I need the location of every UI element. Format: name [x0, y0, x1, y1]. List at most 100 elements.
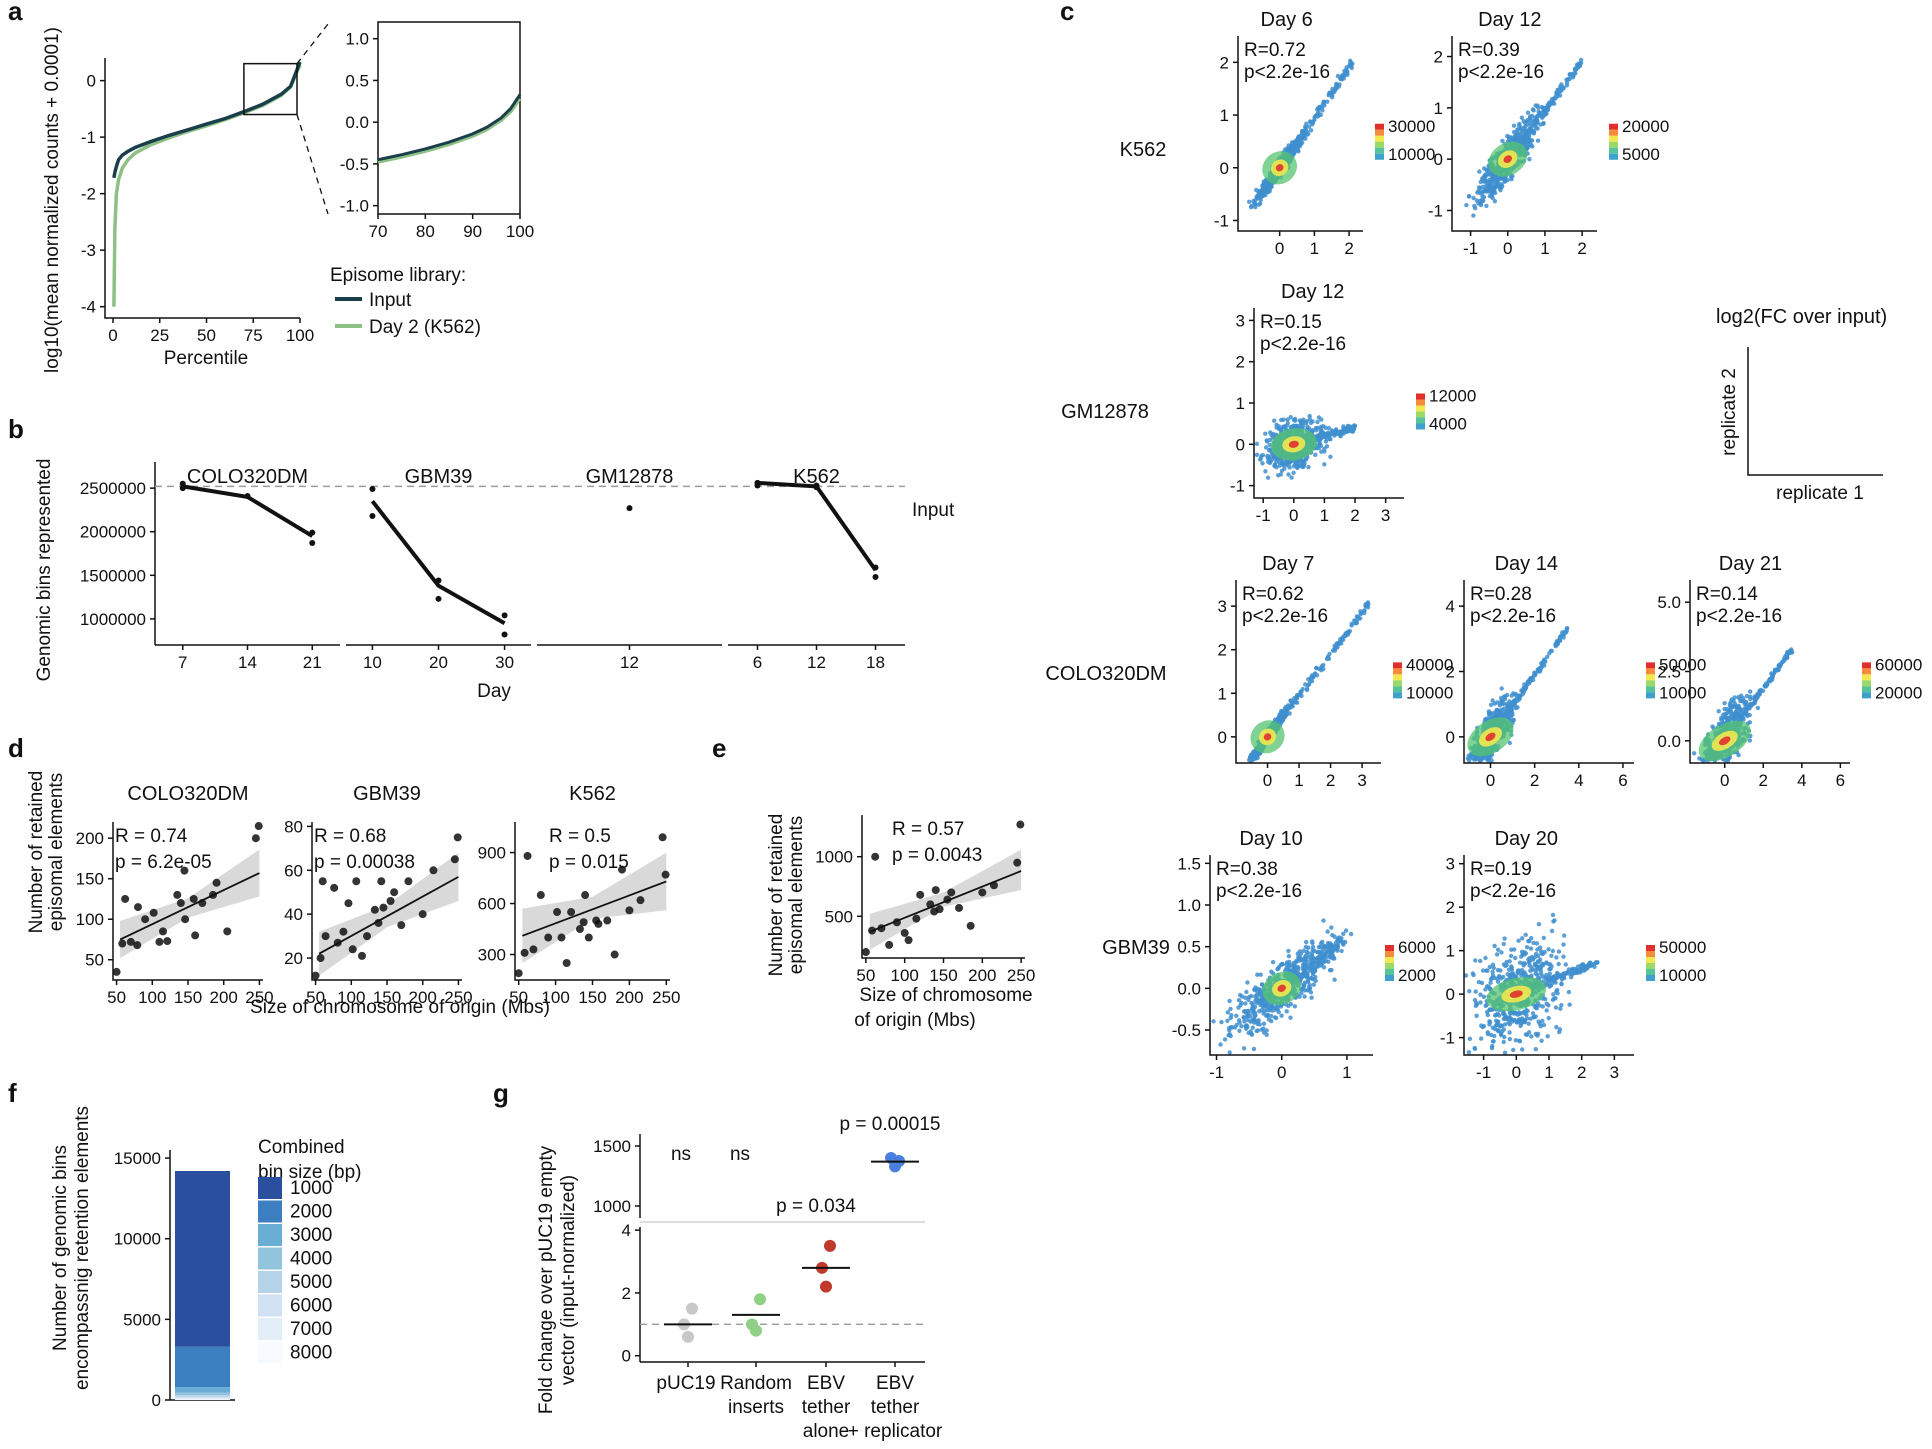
density-point	[1496, 713, 1502, 718]
density-point	[1333, 431, 1338, 436]
colorbar-segment	[1609, 129, 1618, 136]
density-point	[1325, 654, 1331, 660]
colorbar-segment	[1609, 147, 1618, 154]
density-point	[1517, 694, 1522, 700]
scatter-y-tick-label: -1	[1230, 477, 1245, 496]
colorbar-label-high: 6000	[1398, 938, 1436, 957]
scatter-axes	[1451, 36, 1597, 232]
density-point	[1529, 138, 1535, 143]
colorbar-segment	[1416, 411, 1425, 418]
density-point	[1785, 655, 1790, 660]
density-point	[1248, 1019, 1253, 1024]
colorbar-segment	[1646, 674, 1655, 681]
density-point	[1337, 639, 1343, 644]
series-line-input	[112, 61, 302, 179]
scatter-correlation: R=0.62	[1242, 584, 1304, 605]
density-point	[1255, 195, 1260, 200]
scatter-correlation: R=0.38	[1216, 859, 1278, 880]
scatter-title: Day 14	[1495, 553, 1558, 575]
scatter-pvalue: p<2.2e-16	[1216, 881, 1302, 902]
colorbar-label-low: 20000	[1875, 683, 1922, 702]
data-point	[369, 486, 376, 493]
density-point	[1511, 1047, 1516, 1053]
density-point	[1323, 425, 1328, 430]
facet-trend-line	[370, 499, 506, 625]
density-point	[1546, 947, 1551, 952]
density-point	[1499, 698, 1504, 703]
density-point	[1523, 124, 1528, 129]
panel-b-xlabel: Day	[477, 681, 511, 702]
panel-a-legend-title: Episome library:	[330, 265, 466, 286]
density-point	[1312, 117, 1317, 123]
density-point	[1298, 690, 1303, 696]
panel-c-key-xlabel: replicate 1	[1776, 483, 1864, 504]
density-point	[1539, 664, 1545, 669]
panel-d-ylabel-2: episomal elements	[46, 773, 67, 931]
panel-g-ylabel-1: Fold change over pUC19 empty	[536, 1145, 557, 1414]
density-point	[1237, 1028, 1242, 1034]
density-point	[1561, 954, 1566, 959]
panel-a-zoom-y-tick-label: 1.0	[345, 30, 369, 49]
density-point	[1284, 1009, 1289, 1014]
panel-a-zoom-x-tick-label: 100	[506, 222, 534, 241]
density-core	[1503, 155, 1513, 164]
density-point	[1286, 964, 1292, 969]
density-point	[1484, 203, 1489, 209]
colorbar-segment	[1375, 135, 1384, 142]
density-point	[1523, 128, 1528, 133]
density-point	[1286, 472, 1291, 477]
density-point	[1320, 102, 1325, 107]
density-point	[1558, 634, 1563, 639]
scatter-y-tick-label: 2	[1236, 353, 1245, 372]
density-point	[1518, 125, 1524, 130]
data-point	[179, 480, 186, 487]
colorbar-segment	[1609, 153, 1618, 160]
density-point	[1540, 106, 1546, 111]
density-point	[1478, 958, 1483, 964]
density-point	[1576, 61, 1582, 66]
density-point	[1265, 475, 1271, 480]
density-point	[1258, 457, 1263, 462]
scatter-pvalue: p<2.2e-16	[1696, 606, 1782, 627]
density-point	[1253, 998, 1258, 1003]
panel-b-facet-x-tick-label: 12	[620, 653, 639, 672]
data-point	[435, 577, 442, 584]
density-point	[1513, 955, 1518, 961]
density-point	[1536, 105, 1541, 110]
density-point	[1487, 193, 1493, 199]
density-point	[1536, 666, 1541, 672]
colorbar-segment	[1385, 957, 1394, 963]
density-point	[1317, 666, 1322, 672]
density-point	[1330, 86, 1335, 92]
facet-title: K562	[793, 466, 840, 488]
density-point	[1510, 718, 1516, 723]
density-point	[1315, 419, 1320, 425]
density-point	[1264, 1013, 1269, 1018]
density-point	[1750, 702, 1755, 707]
density-point	[1328, 955, 1333, 960]
density-point	[1519, 115, 1525, 120]
panel-a-axes	[104, 58, 300, 319]
density-point	[1547, 651, 1552, 656]
density-point	[1545, 107, 1551, 113]
colorbar-segment	[1375, 141, 1384, 148]
panel-b-facet-x-tick-label: 14	[238, 653, 257, 672]
density-point	[1287, 959, 1292, 965]
panel-f-legend-title-1: Combined	[258, 1137, 345, 1158]
density-point	[1513, 705, 1519, 711]
colorbar-segment	[1375, 129, 1384, 136]
density-point	[1260, 461, 1265, 466]
density-point	[1297, 994, 1302, 999]
density-point	[1241, 1015, 1246, 1020]
density-point	[1341, 428, 1346, 433]
density-point	[1466, 753, 1471, 758]
scatter-y-tick-label: 3	[1236, 311, 1245, 330]
density-point	[1505, 972, 1510, 977]
density-point	[1471, 195, 1476, 201]
density-point	[1269, 1018, 1274, 1024]
density-point	[1358, 611, 1364, 616]
density-point	[1263, 445, 1269, 450]
colorbar-segment	[1862, 680, 1871, 687]
density-point	[1780, 660, 1785, 665]
density-point	[1550, 912, 1556, 918]
